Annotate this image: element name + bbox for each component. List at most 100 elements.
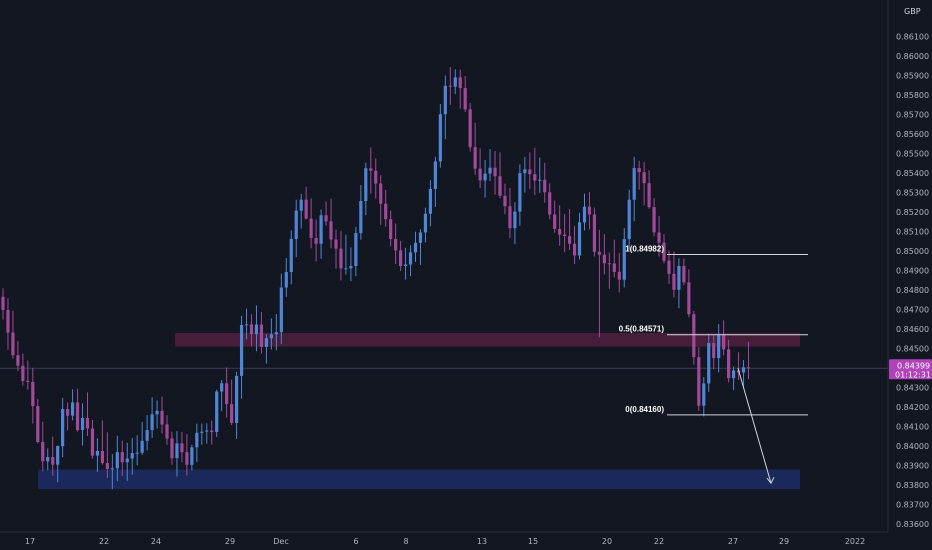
candle-body (513, 211, 517, 229)
candle-body (324, 215, 328, 222)
candle (319, 209, 323, 259)
candle (682, 258, 686, 286)
candle (80, 403, 85, 446)
candle (95, 438, 100, 472)
candle-body (95, 450, 100, 456)
candle-body (274, 332, 278, 335)
candle (736, 352, 741, 381)
y-tick-label: 0.85100 (896, 227, 929, 236)
candle (289, 230, 293, 285)
candle (702, 377, 706, 417)
candle-body (1, 296, 5, 310)
y-tick-label: 0.84900 (896, 267, 929, 276)
candle (394, 223, 398, 265)
y-tick-label: 0.84300 (896, 384, 929, 393)
candle (602, 234, 606, 275)
candle (165, 415, 169, 445)
candle-body (518, 173, 522, 212)
candle-body (533, 174, 537, 181)
candle-body (722, 335, 726, 350)
candle-body (473, 147, 477, 169)
candle (70, 389, 75, 421)
candle-body (195, 432, 199, 448)
candle-body (210, 430, 214, 433)
candle (652, 198, 656, 237)
candle-body (607, 263, 611, 265)
candle-body (672, 273, 676, 290)
candle (349, 247, 353, 282)
candle (647, 170, 651, 209)
candle (548, 183, 552, 220)
candle (185, 434, 189, 476)
candle (597, 229, 601, 338)
candle (21, 353, 25, 386)
candle-body (652, 207, 656, 233)
candle (677, 258, 681, 309)
candle (567, 209, 572, 251)
candle-body (602, 254, 606, 264)
candle (234, 371, 239, 439)
candle-body (130, 453, 134, 459)
candle-body (717, 335, 721, 359)
candle-body (727, 349, 731, 379)
candle-body (26, 380, 30, 382)
candle-body (707, 343, 711, 384)
y-tick-label: 0.84700 (896, 306, 929, 315)
candle (41, 421, 45, 472)
candle (299, 194, 303, 229)
x-tick-label: 22 (654, 537, 664, 546)
y-tick-label: 0.85300 (896, 188, 929, 197)
candle (458, 69, 462, 109)
candle-body (70, 402, 75, 416)
candle-body (215, 391, 219, 433)
y-tick-label: 0.85500 (896, 149, 929, 158)
y-tick-label: 0.86000 (896, 52, 929, 61)
candle (453, 69, 457, 95)
candle-body (359, 201, 363, 234)
candle (384, 189, 388, 227)
candle-body (553, 214, 557, 229)
candle-body (234, 375, 239, 423)
candle (215, 389, 219, 438)
candle (75, 388, 80, 432)
candle-body (254, 324, 259, 335)
candle-body (190, 447, 194, 465)
candle-body (647, 183, 651, 208)
candle (508, 187, 512, 239)
candle (170, 431, 174, 465)
candle (249, 314, 254, 347)
candle-body (498, 176, 502, 196)
candle-body (697, 357, 701, 406)
candle-body (538, 179, 542, 181)
candle (687, 269, 691, 318)
candle-body (369, 168, 373, 171)
candle (448, 66, 452, 105)
candle-body (160, 410, 164, 425)
candle (284, 258, 288, 297)
candle (51, 436, 55, 476)
x-tick-label: 15 (528, 537, 538, 546)
candle-body (75, 402, 80, 431)
x-tick-label: 22 (99, 537, 109, 546)
candle (344, 234, 348, 275)
candle-body (428, 188, 433, 214)
candle-body (677, 266, 681, 290)
candle (324, 201, 328, 226)
y-tick-label: 0.84200 (896, 403, 929, 412)
candle (662, 234, 666, 264)
candle-body (56, 446, 60, 465)
candle (369, 147, 373, 194)
candle-body (90, 428, 95, 456)
candle-body (115, 452, 119, 469)
candle-body (468, 109, 472, 148)
candle-body (155, 410, 159, 415)
candle-body (478, 168, 482, 181)
candle-body (244, 324, 249, 326)
current-price-box (889, 359, 932, 380)
candle (1, 288, 5, 320)
candle (722, 320, 726, 356)
candle (230, 379, 234, 426)
candle (31, 367, 35, 424)
